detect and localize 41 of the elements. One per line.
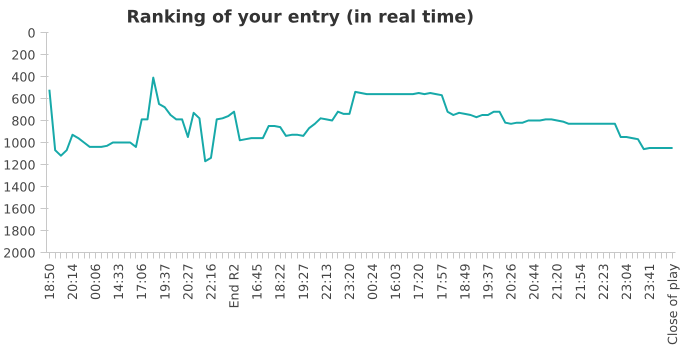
y-tick-label: 400 xyxy=(11,70,36,84)
x-tick-label: 21:20 xyxy=(550,263,565,300)
y-tick-label: 1800 xyxy=(3,224,36,238)
y-tick-label: 1600 xyxy=(3,202,36,216)
x-tick-label: 18:49 xyxy=(457,263,472,300)
x-tick-label: 22:13 xyxy=(318,263,334,300)
x-tick-label: 23:04 xyxy=(618,263,634,300)
x-tick-label: 18:22 xyxy=(272,263,288,300)
y-tick-label: 2000 xyxy=(3,246,36,260)
x-tick-label: 22:23 xyxy=(596,263,611,300)
x-tick-label: 20:26 xyxy=(504,263,519,300)
x-tick-label: 00:24 xyxy=(365,263,380,300)
x-tick-label: 14:33 xyxy=(111,263,126,300)
y-tick-label: 600 xyxy=(11,92,36,106)
x-tick-label: 22:16 xyxy=(203,263,218,300)
y-tick-label: 200 xyxy=(11,48,36,62)
y-tick-label: 1200 xyxy=(3,158,36,172)
x-tick-label: Close of play xyxy=(665,262,680,346)
x-tick-label: 23:20 xyxy=(342,263,357,300)
y-tick-label: 1000 xyxy=(3,136,36,150)
x-tick-label: 00:06 xyxy=(88,263,104,300)
x-tick-label: 20:27 xyxy=(180,263,196,300)
x-tick-label: 17:20 xyxy=(411,263,426,300)
x-tick-label: 23:41 xyxy=(642,263,658,300)
x-tick-label: 17:57 xyxy=(434,263,450,300)
x-tick-label: 19:37 xyxy=(480,263,496,300)
x-tick-label: 21:54 xyxy=(572,263,588,300)
chart-title: Ranking of your entry (in real time) xyxy=(126,8,474,28)
x-tick-label: 17:06 xyxy=(134,263,150,300)
x-tick-label: 16:45 xyxy=(250,263,265,300)
x-tick-label: 19:27 xyxy=(296,263,311,300)
y-tick-label: 800 xyxy=(11,114,36,128)
x-tick-label: 20:14 xyxy=(64,263,80,300)
x-tick-label: End R2 xyxy=(226,264,242,308)
x-tick-label: 20:44 xyxy=(526,263,542,300)
x-tick-label: 19:37 xyxy=(157,263,172,300)
y-tick-label: 1400 xyxy=(3,180,36,194)
x-tick-label: 16:03 xyxy=(388,263,404,300)
line-series xyxy=(48,76,674,162)
y-tick-label: 0 xyxy=(27,26,36,40)
x-tick-label: 18:50 xyxy=(42,263,57,300)
